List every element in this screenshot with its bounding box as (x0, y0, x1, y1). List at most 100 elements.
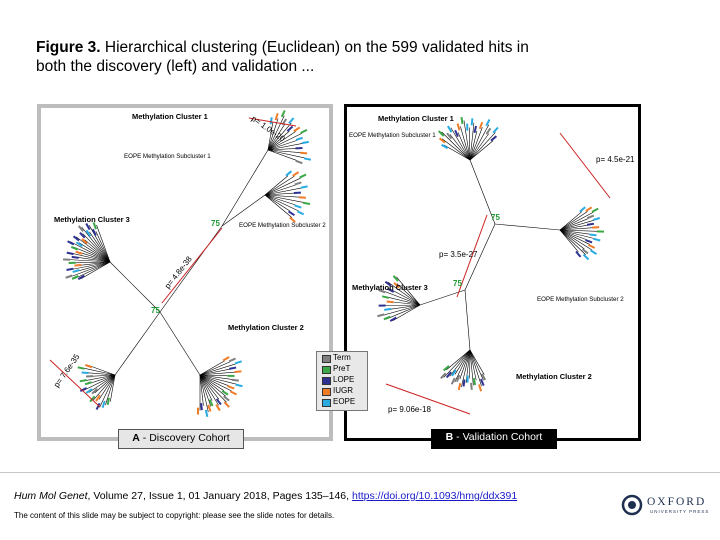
leaf-label-mark (72, 235, 80, 242)
leaf-label-mark (294, 204, 302, 209)
tree-branch (419, 289, 466, 306)
leaf-label-mark (293, 126, 301, 133)
legend-item-pret: PreT (317, 364, 367, 375)
tree-branch (199, 374, 225, 391)
b-subcluster1-label: EOPE Methylation Subcluster 1 (349, 132, 436, 139)
leaf-label-mark (234, 360, 243, 365)
tree-branch (559, 224, 589, 231)
legend-swatch (322, 398, 331, 407)
copyright-note: The content of this slide may be subject… (14, 511, 335, 520)
tree-branch (77, 251, 111, 263)
a-bootstrap-1: 75 (211, 219, 220, 228)
tree-branch (457, 132, 471, 161)
tree-branch (199, 360, 225, 376)
tree-branch (559, 211, 594, 231)
tree-branch (199, 374, 226, 397)
leaf-label-mark (478, 384, 483, 392)
a-cluster3-label: Methylation Cluster 3 (54, 215, 130, 224)
leaf-label-mark (485, 127, 492, 135)
tree-branch (449, 134, 471, 161)
tree-branch (78, 242, 111, 263)
leaf-label-mark (70, 245, 79, 251)
leaf-label-mark (77, 274, 85, 281)
tree-branch (199, 374, 220, 400)
a-cluster2-label: Methylation Cluster 2 (228, 323, 304, 332)
leaf-label-mark (200, 403, 203, 411)
legend-label: Term (333, 352, 351, 362)
leaf-label-mark (85, 229, 92, 237)
leaf-label-mark (438, 130, 445, 137)
tree-branch (82, 374, 116, 392)
tree-branch (267, 149, 306, 159)
footer-divider (0, 472, 720, 473)
leaf-label-mark (66, 251, 74, 256)
leaf-label-mark (480, 373, 487, 381)
leaf-label-mark (582, 253, 590, 261)
tree-branch (199, 361, 231, 376)
leaf-label-mark (450, 377, 456, 385)
a-cluster1-label: Methylation Cluster 1 (132, 112, 208, 121)
leaf-label-mark (229, 366, 237, 370)
arrow-b-p1 (559, 132, 611, 199)
leaf-label-mark (91, 228, 97, 237)
leaf-label-mark (215, 398, 222, 406)
tree-branch (88, 374, 116, 393)
publisher-name: OXFORD (647, 496, 707, 508)
tree-branch (469, 349, 485, 375)
leaf-label-mark (292, 171, 300, 177)
tree-branch (267, 118, 279, 151)
tree-branch (494, 223, 561, 231)
legend-swatch (322, 376, 331, 385)
leaf-label-mark (440, 372, 447, 379)
discovery-dendrogram (65, 115, 306, 413)
tree-branch (264, 194, 305, 203)
leaf-label-mark (74, 263, 82, 267)
leaf-label-mark (75, 241, 83, 247)
tree-branch (89, 231, 111, 263)
tree-branch (70, 261, 111, 264)
leaf-label-mark (204, 409, 209, 418)
tree-branch (267, 123, 286, 151)
leaf-label-mark (456, 374, 461, 383)
doi-link[interactable]: https://doi.org/10.1093/hmg/ddx391 (351, 490, 518, 502)
validation-leaf-labels (377, 116, 605, 392)
tree-branch (199, 374, 209, 413)
tree-branch (73, 246, 111, 263)
tree-branch (386, 304, 421, 311)
leaf-label-mark (596, 230, 605, 233)
tree-branch (267, 143, 304, 151)
journal-name: Hum Mol Genet (14, 490, 88, 502)
tree-branch (82, 233, 111, 263)
tree-branch (384, 296, 421, 306)
figure-caption: Hierarchical clustering (Euclidean) on t… (36, 39, 529, 75)
tree-branch (264, 177, 302, 196)
legend-label: LOPE (333, 374, 355, 384)
tree-branch (441, 131, 471, 161)
leaf-label-mark (295, 159, 303, 165)
tree-branch (264, 175, 289, 196)
tree-branch (267, 148, 297, 151)
leaf-label-mark (66, 267, 74, 272)
leaf-label-mark (222, 356, 230, 362)
leaf-label-mark (223, 395, 230, 402)
legend-label: PreT (333, 363, 351, 373)
leaf-label-mark (575, 250, 582, 258)
b-bootstrap-1: 75 (491, 213, 500, 222)
leaf-label-mark (231, 378, 239, 382)
tree-branch (559, 229, 591, 245)
leaf-label-mark (389, 316, 397, 322)
tree-branch (559, 229, 585, 250)
leaf-label-mark (378, 304, 386, 307)
tree-branch (469, 349, 482, 387)
leaf-label-mark (585, 206, 593, 213)
leaf-label-mark (81, 371, 89, 375)
leaf-label-mark (300, 151, 308, 155)
panel-validation-cohort (344, 104, 641, 441)
b-bootstrap-2: 75 (453, 279, 462, 288)
legend-swatch (322, 354, 331, 363)
tree-branch (199, 374, 230, 387)
leaf-label-mark (462, 379, 466, 387)
leaf-label-mark (587, 243, 596, 249)
tree-branch (461, 349, 471, 388)
leaf-label-mark (383, 315, 391, 321)
